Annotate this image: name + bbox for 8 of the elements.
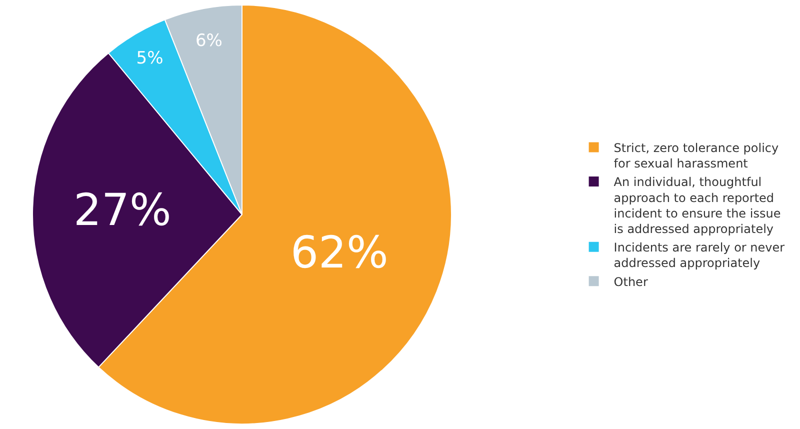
legend-label: Other	[614, 274, 648, 289]
data-label: 27%	[73, 185, 172, 236]
legend-label: Incidents are rarely or never addressed appropriately	[614, 240, 785, 270]
data-label: 62%	[290, 228, 388, 279]
data-label: 5%	[136, 48, 164, 69]
legend-label: Strict, zero tolerance policy for sexual harassment	[614, 140, 779, 171]
data-label: 6%	[195, 31, 222, 52]
legend-label: An individual, thoughtful approach to each reported incident to ensure the issue is addressed appropriately	[614, 175, 781, 236]
